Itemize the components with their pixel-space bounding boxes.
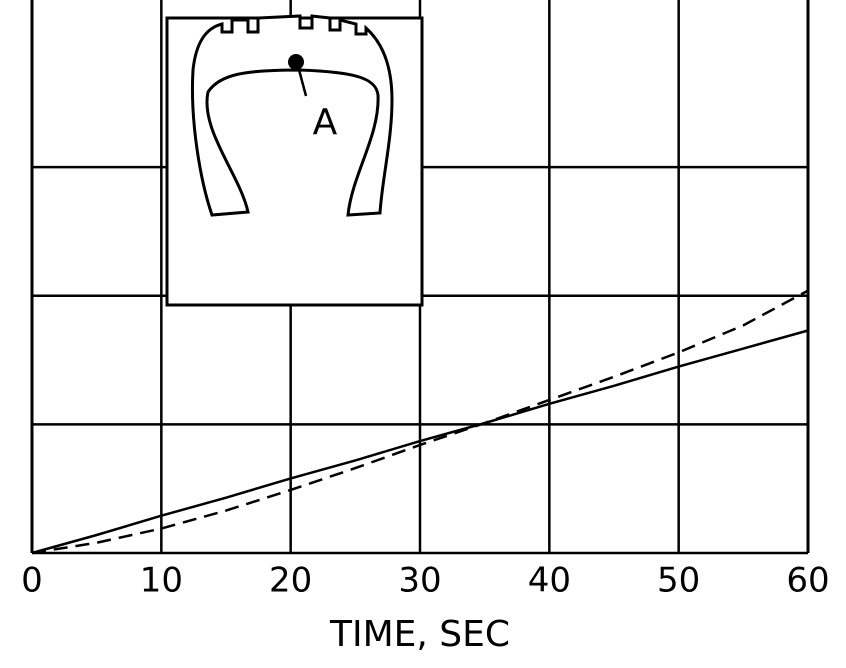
x-tick-label: 10 — [140, 561, 183, 601]
series-line — [31, 329, 809, 555]
x-tick-label: 20 — [269, 561, 312, 601]
x-tick-label: 50 — [657, 561, 700, 601]
x-tick-label: 30 — [398, 561, 441, 601]
point-a — [288, 54, 304, 70]
series-line — [31, 289, 809, 555]
annotation: A — [313, 102, 338, 143]
x-tick-label: 40 — [528, 561, 571, 601]
x-tick-label: 60 — [786, 561, 829, 601]
tire-section — [190, 14, 394, 217]
x-tick-label: 0 — [21, 561, 43, 601]
tire-inset: A — [165, 14, 424, 307]
leader-line — [296, 65, 308, 97]
x-axis-label: TIME, SEC — [329, 614, 510, 655]
